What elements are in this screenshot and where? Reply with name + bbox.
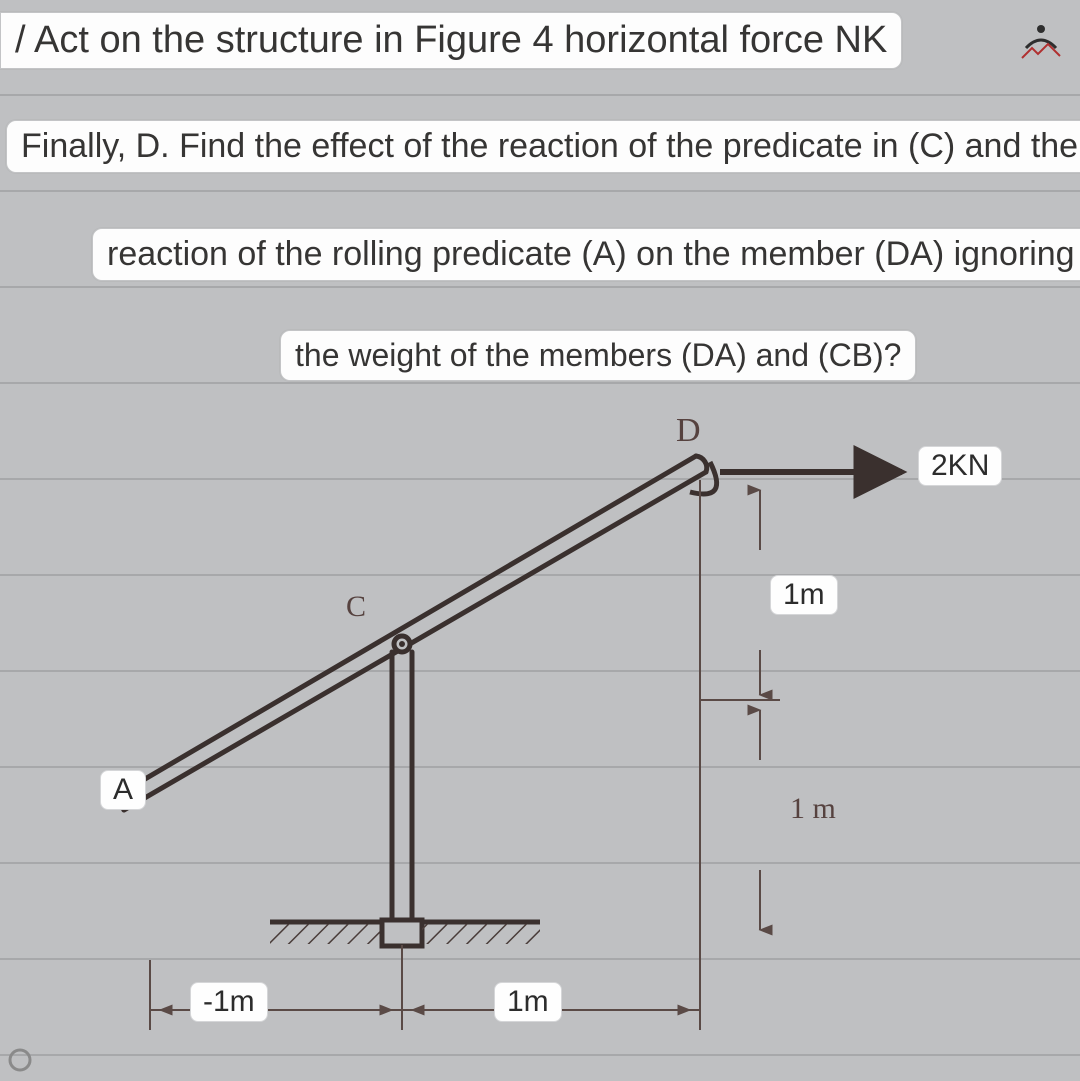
dim-1m-upper: 1m	[770, 575, 838, 615]
label-C: C	[346, 590, 366, 624]
problem-text-line-1: / Act on the structure in Figure 4 horiz…	[0, 12, 902, 69]
figure-4: A C D 2KN 1m 1 m -1m 1m	[0, 400, 1080, 1081]
dim-right	[700, 490, 780, 930]
problem-text-line-2: Finally, D. Find the effect of the react…	[6, 120, 1080, 173]
problem-text-line-3: reaction of the rolling predicate (A) on…	[92, 228, 1080, 281]
construction-lines	[150, 480, 700, 1030]
translate-status-icon	[1020, 18, 1062, 60]
corner-mark	[10, 1050, 30, 1070]
fixed-support-B	[270, 920, 540, 946]
problem-text-line-4: the weight of the members (DA) and (CB)?	[280, 330, 916, 381]
dim-minus-1m: -1m	[190, 982, 268, 1022]
label-D: D	[676, 412, 701, 450]
dim-1m-bottom: 1m	[494, 982, 562, 1022]
label-A: A	[100, 770, 146, 810]
label-force-2kn: 2KN	[918, 446, 1002, 486]
dim-1m-lower: 1 m	[790, 792, 836, 826]
member-CB	[392, 652, 412, 920]
